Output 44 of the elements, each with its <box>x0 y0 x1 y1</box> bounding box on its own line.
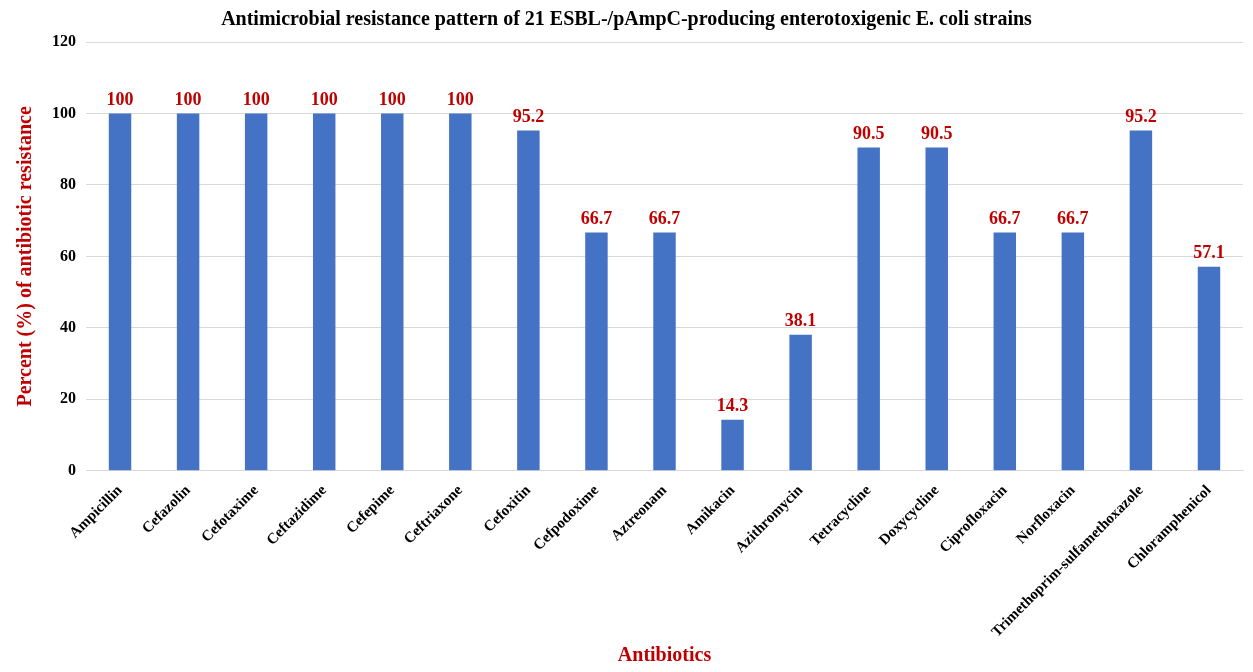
data-label: 14.3 <box>716 395 749 416</box>
data-label: 90.5 <box>920 123 953 144</box>
data-label: 100 <box>310 89 338 110</box>
data-label: 95.2 <box>512 106 545 127</box>
bar <box>857 147 880 471</box>
data-label: 100 <box>106 89 134 110</box>
y-tick-label: 40 <box>60 317 76 335</box>
bar <box>381 113 404 471</box>
bar <box>244 113 268 471</box>
bar <box>721 419 744 471</box>
bar <box>176 113 200 471</box>
bar <box>993 232 1017 471</box>
y-tick-label: 20 <box>60 389 76 407</box>
chart-title: Antimicrobial resistance pattern of 21 ESBL-/pAmpC-producing enterotoxigenic E. coli strains <box>221 7 1033 31</box>
data-label: 66.7 <box>989 208 1021 229</box>
data-label: 100 <box>446 89 474 110</box>
data-label: 57.1 <box>1193 242 1225 263</box>
bar <box>1061 232 1085 471</box>
bar <box>585 232 608 471</box>
y-tick-label: 60 <box>60 246 76 264</box>
data-label: 100 <box>242 89 270 110</box>
y-tick-label: 120 <box>52 32 76 50</box>
y-tick-label: 100 <box>52 103 76 121</box>
bar <box>789 334 812 471</box>
bar <box>312 113 336 471</box>
bar <box>1129 130 1153 471</box>
y-axis-title: Percent (%) of antibiotic resistance <box>13 106 37 407</box>
bar <box>1197 266 1221 471</box>
data-label: 38.1 <box>784 310 817 331</box>
data-label: 95.2 <box>1125 106 1157 127</box>
data-label: 100 <box>174 89 202 110</box>
bar <box>449 113 472 471</box>
data-label: 100 <box>378 89 406 110</box>
data-label: 66.7 <box>648 208 681 229</box>
x-axis-title: Antibiotics <box>617 643 712 666</box>
y-tick-label: 0 <box>68 460 76 478</box>
bar <box>653 232 676 471</box>
y-tick-label: 80 <box>60 175 76 193</box>
data-label: 66.7 <box>580 208 613 229</box>
bar <box>925 147 948 471</box>
data-label: 90.5 <box>852 123 885 144</box>
bar <box>517 130 540 471</box>
bar <box>108 113 132 471</box>
data-label: 66.7 <box>1057 208 1089 229</box>
